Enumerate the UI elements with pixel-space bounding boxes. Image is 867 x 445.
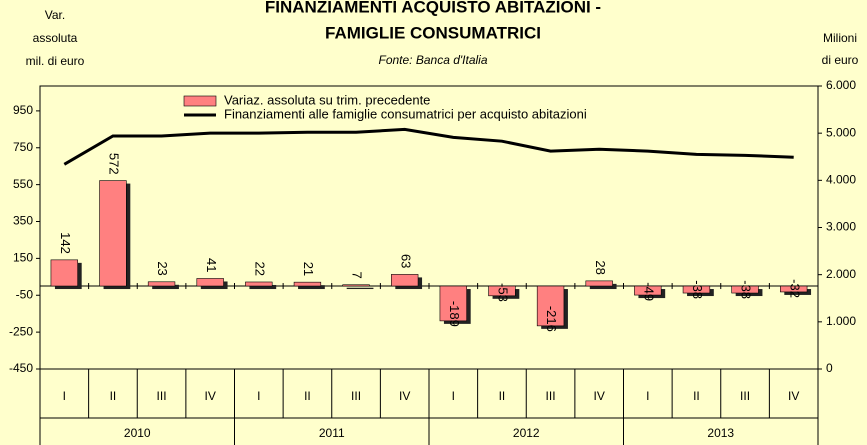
data-label: -53 [496, 283, 511, 302]
y-tick-label: -50 [16, 287, 34, 301]
bar-shadow [346, 287, 374, 290]
bar [488, 285, 516, 297]
bar [585, 280, 613, 287]
bar [293, 281, 322, 287]
bar [682, 285, 711, 294]
y-tick-label: -250 [9, 324, 33, 338]
y2-tick-label: 1.000 [826, 314, 856, 328]
legend-swatch [183, 95, 217, 107]
line [63, 127, 794, 166]
x-tick-label: IV [788, 389, 799, 403]
legend-label: Finanziamenti alle famiglie consumatrici… [224, 106, 587, 121]
y-axis-label: mil. di euro [26, 54, 85, 68]
x-tick-label: I [63, 389, 66, 403]
y2-axis-label: Milioni [823, 31, 857, 45]
year-label: 2012 [513, 426, 540, 440]
data-label: 41 [204, 258, 219, 272]
y-tick-label: 950 [13, 103, 33, 117]
x-tick-label: III [546, 389, 556, 403]
bar-shadow [589, 283, 617, 290]
data-label: -32 [787, 279, 802, 298]
y-tick-label: -450 [9, 361, 33, 375]
chart-subtitle: Fonte: Banca d'Italia [378, 53, 487, 67]
bar [780, 285, 808, 293]
x-tick-label: II [499, 389, 506, 403]
data-label: 7 [350, 272, 365, 279]
bar [50, 259, 78, 287]
y-tick-label: 550 [13, 177, 33, 191]
y-tick-label: 150 [13, 251, 33, 265]
y-axis-label: assoluta [33, 31, 78, 45]
chart-title: FAMIGLIE CONSUMATRICI [325, 23, 541, 42]
y2-axis-label: di euro [822, 53, 859, 67]
year-label: 2013 [707, 426, 734, 440]
x-tick-label: IV [205, 389, 216, 403]
y-tick-label: 750 [13, 140, 33, 154]
legend-label: Variaz. assoluta su trim. precedente [224, 92, 430, 107]
y2-tick-label: 5.000 [826, 125, 856, 139]
x-tick-label: III [157, 389, 167, 403]
x-tick-label: I [452, 389, 455, 403]
x-tick-label: II [304, 389, 311, 403]
bar [147, 281, 176, 287]
bar [439, 285, 467, 322]
plot-area [39, 85, 819, 370]
y2-tick-label: 6.000 [826, 78, 856, 92]
data-label: 23 [155, 261, 170, 275]
bar-shadow [249, 284, 277, 290]
data-label: 28 [593, 260, 608, 274]
bar [731, 285, 759, 294]
x-tick-label: I [257, 389, 260, 403]
data-label: -189 [447, 301, 462, 327]
bar-shadow [152, 284, 179, 290]
bar [536, 285, 565, 327]
y2-tick-label: 3.000 [826, 220, 856, 234]
x-tick-label: II [693, 389, 700, 403]
y-axis-label: Var. [45, 8, 65, 22]
data-label: -38 [739, 280, 754, 299]
y2-tick-label: 4.000 [826, 173, 856, 187]
bar [196, 278, 224, 287]
bar-shadow [298, 285, 325, 290]
x-tick-label: III [351, 389, 361, 403]
y-tick-label: 350 [13, 214, 33, 228]
bar [99, 180, 127, 287]
y2-tick-label: 0 [826, 361, 833, 375]
data-label: 22 [252, 262, 267, 276]
data-label: -38 [690, 280, 705, 299]
data-label: -216 [544, 306, 559, 332]
chart-title: FINANZIAMENTI ACQUISTO ABITAZIONI - [265, 0, 601, 16]
x-tick-label: IV [399, 389, 410, 403]
data-label: 21 [301, 262, 316, 276]
y2-tick-label: 2.000 [826, 267, 856, 281]
data-label: 142 [58, 232, 73, 254]
data-label: 63 [398, 254, 413, 268]
x-tick-label: I [646, 389, 649, 403]
bar [342, 284, 370, 287]
data-label: 572 [107, 153, 122, 175]
x-tick-label: IV [594, 389, 605, 403]
x-tick-label: III [740, 389, 750, 403]
year-label: 2011 [319, 426, 345, 440]
bar [391, 274, 419, 287]
bar [245, 281, 273, 287]
bar [634, 285, 662, 296]
year-label: 2010 [124, 426, 151, 440]
data-label: -49 [641, 282, 656, 301]
x-tick-label: II [110, 389, 117, 403]
